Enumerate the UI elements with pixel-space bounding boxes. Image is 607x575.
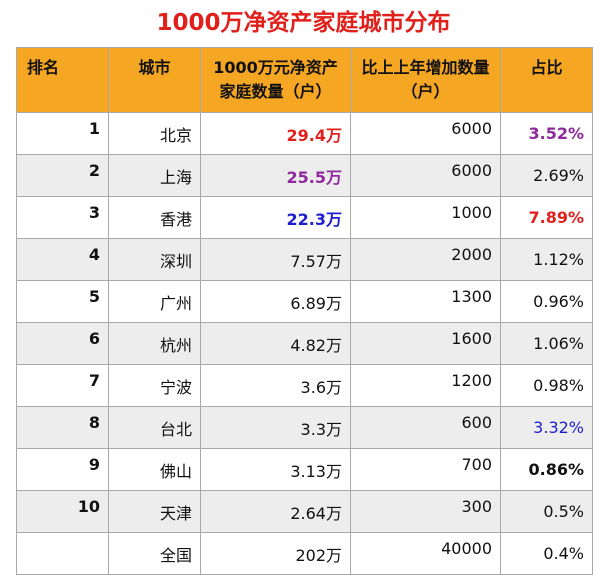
header-rank: 排名 xyxy=(16,47,109,113)
table-row: 7 宁波 3.6万 1200 0.98% xyxy=(16,364,593,407)
table-row: 9 佛山 3.13万 700 0.86% xyxy=(16,448,593,491)
increase-cell: 1300 xyxy=(350,280,501,323)
increase-cell: 600 xyxy=(350,406,501,449)
table-row: 2 上海 25.5万 6000 2.69% xyxy=(16,154,593,197)
city-cell: 香港 xyxy=(108,196,201,239)
table-row: 4 深圳 7.57万 2000 1.12% xyxy=(16,238,593,281)
rank-cell: 5 xyxy=(16,280,109,323)
table-row: 5 广州 6.89万 1300 0.96% xyxy=(16,280,593,323)
rank-cell: 8 xyxy=(16,406,109,449)
households-cell: 202万 xyxy=(200,532,351,575)
share-cell: 3.32% xyxy=(500,406,593,449)
rank-cell: 7 xyxy=(16,364,109,407)
header-row: 排名 城市 1000万元净资产家庭数量（户） 比上上年增加数量（户） 占比 xyxy=(16,47,593,113)
households-cell: 25.5万 xyxy=(200,154,351,197)
table-row: 3 香港 22.3万 1000 7.89% xyxy=(16,196,593,239)
share-cell: 0.98% xyxy=(500,364,593,407)
increase-cell: 2000 xyxy=(350,238,501,281)
table-row: 1 北京 29.4万 6000 3.52% xyxy=(16,112,593,155)
share-cell: 0.96% xyxy=(500,280,593,323)
city-cell: 宁波 xyxy=(108,364,201,407)
households-cell: 29.4万 xyxy=(200,112,351,155)
header-households: 1000万元净资产家庭数量（户） xyxy=(200,47,351,113)
households-cell: 22.3万 xyxy=(200,196,351,239)
rank-cell: 3 xyxy=(16,196,109,239)
households-cell: 7.57万 xyxy=(200,238,351,281)
households-cell: 3.13万 xyxy=(200,448,351,491)
share-cell: 3.52% xyxy=(500,112,593,155)
city-cell: 天津 xyxy=(108,490,201,533)
city-cell: 杭州 xyxy=(108,322,201,365)
households-cell: 6.89万 xyxy=(200,280,351,323)
city-cell: 北京 xyxy=(108,112,201,155)
header-share: 占比 xyxy=(500,47,593,113)
increase-cell: 1000 xyxy=(350,196,501,239)
city-cell: 广州 xyxy=(108,280,201,323)
rank-cell: 4 xyxy=(16,238,109,281)
households-cell: 3.6万 xyxy=(200,364,351,407)
share-cell: 0.5% xyxy=(500,490,593,533)
table-row-total: 全国 202万 40000 0.4% xyxy=(16,532,593,575)
increase-cell: 40000 xyxy=(350,532,501,575)
city-cell: 上海 xyxy=(108,154,201,197)
rank-cell: 10 xyxy=(16,490,109,533)
increase-cell: 1200 xyxy=(350,364,501,407)
header-increase: 比上上年增加数量（户） xyxy=(350,47,501,113)
share-cell: 1.12% xyxy=(500,238,593,281)
increase-cell: 6000 xyxy=(350,112,501,155)
ranking-table: 排名 城市 1000万元净资产家庭数量（户） 比上上年增加数量（户） 占比 1 … xyxy=(16,47,593,575)
increase-cell: 6000 xyxy=(350,154,501,197)
rank-cell xyxy=(16,532,109,575)
increase-cell: 300 xyxy=(350,490,501,533)
rank-cell: 9 xyxy=(16,448,109,491)
city-cell: 台北 xyxy=(108,406,201,449)
city-cell: 深圳 xyxy=(108,238,201,281)
city-cell: 佛山 xyxy=(108,448,201,491)
share-cell: 0.86% xyxy=(500,448,593,491)
share-cell: 7.89% xyxy=(500,196,593,239)
table-row: 6 杭州 4.82万 1600 1.06% xyxy=(16,322,593,365)
header-city: 城市 xyxy=(108,47,201,113)
households-cell: 2.64万 xyxy=(200,490,351,533)
households-cell: 4.82万 xyxy=(200,322,351,365)
rank-cell: 6 xyxy=(16,322,109,365)
households-cell: 3.3万 xyxy=(200,406,351,449)
increase-cell: 1600 xyxy=(350,322,501,365)
rank-cell: 1 xyxy=(16,112,109,155)
table-row: 10 天津 2.64万 300 0.5% xyxy=(16,490,593,533)
share-cell: 1.06% xyxy=(500,322,593,365)
share-cell: 2.69% xyxy=(500,154,593,197)
city-cell: 全国 xyxy=(108,532,201,575)
table-row: 8 台北 3.3万 600 3.32% xyxy=(16,406,593,449)
share-cell: 0.4% xyxy=(500,532,593,575)
page-title: 1000万净资产家庭城市分布 xyxy=(156,10,451,36)
rank-cell: 2 xyxy=(16,154,109,197)
increase-cell: 700 xyxy=(350,448,501,491)
